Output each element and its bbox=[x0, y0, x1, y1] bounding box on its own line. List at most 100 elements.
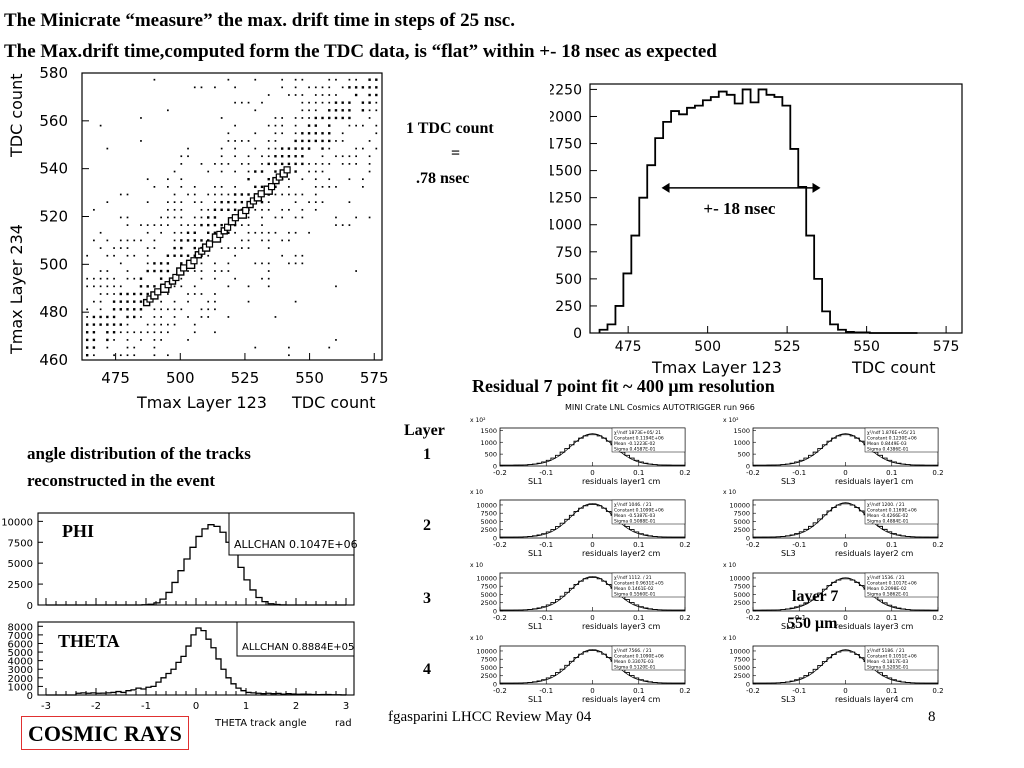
density-dot bbox=[335, 78, 337, 81]
density-dot bbox=[140, 239, 142, 242]
density-dot bbox=[160, 308, 162, 311]
density-dot bbox=[234, 124, 236, 127]
density-dot bbox=[267, 201, 270, 203]
density-dot bbox=[200, 201, 203, 203]
density-dot bbox=[146, 178, 149, 181]
density-dot bbox=[119, 292, 122, 296]
density-dot bbox=[261, 101, 263, 104]
fit-stat-line: Sigma 0.5088E-01 bbox=[614, 519, 656, 525]
density-dot bbox=[227, 200, 230, 204]
fit-stat-line: Mean -0.1817E-03 bbox=[867, 659, 908, 665]
density-dot bbox=[207, 223, 210, 227]
density-dot bbox=[341, 101, 344, 104]
density-dot bbox=[247, 239, 250, 242]
density-dot bbox=[321, 185, 324, 188]
density-dot bbox=[214, 293, 216, 295]
density-dot bbox=[254, 262, 257, 265]
density-dot bbox=[133, 331, 136, 334]
density-dot bbox=[361, 109, 365, 112]
y-tick-label: 5000 bbox=[8, 559, 33, 570]
density-dot bbox=[247, 170, 250, 173]
correlation-box bbox=[180, 264, 188, 272]
y-tick-label: 1500 bbox=[480, 427, 497, 435]
density-dot bbox=[160, 316, 162, 318]
x-tick-label: 3 bbox=[343, 701, 349, 712]
fit-stat-line: Mean -0.4266E-02 bbox=[867, 513, 908, 519]
density-dot bbox=[321, 155, 324, 158]
density-dot bbox=[368, 170, 371, 173]
density-dot bbox=[321, 201, 324, 203]
density-dot bbox=[288, 185, 290, 188]
x-tick-label: 0 bbox=[590, 541, 594, 549]
x-tick-label: -2 bbox=[91, 701, 101, 712]
density-dot bbox=[240, 193, 244, 196]
density-dot bbox=[93, 354, 95, 357]
density-dot bbox=[133, 308, 136, 311]
density-dot bbox=[274, 140, 277, 142]
density-dot bbox=[294, 86, 297, 89]
y-tick-label: 5000 bbox=[480, 664, 497, 672]
density-dot bbox=[167, 201, 169, 203]
fit-stat-line: χ²/ndf 1112. / 21 bbox=[614, 575, 652, 581]
y-tick-label: 7500 bbox=[733, 583, 750, 591]
x-tick-label: -0.2 bbox=[746, 469, 760, 477]
density-dot bbox=[200, 308, 203, 311]
x-unit-label: TDC count bbox=[291, 393, 376, 412]
density-dot bbox=[247, 224, 250, 226]
fit-stat-line: Sigma 0.5120E-01 bbox=[614, 665, 656, 671]
x-tick-label: -0.1 bbox=[539, 687, 553, 695]
density-dot bbox=[362, 178, 364, 181]
y-tick-label: 7500 bbox=[480, 583, 497, 591]
density-dot bbox=[166, 269, 170, 273]
y-tick-label: 7000 bbox=[8, 631, 33, 642]
density-dot bbox=[234, 277, 236, 280]
density-dot bbox=[187, 300, 189, 303]
density-dot bbox=[193, 331, 196, 334]
density-dot bbox=[267, 247, 270, 249]
x-tick-label: -0.2 bbox=[746, 687, 760, 695]
density-dot bbox=[200, 316, 203, 318]
fit-stat-line: Mean -0.5387E-03 bbox=[614, 513, 655, 519]
density-dot bbox=[133, 277, 136, 280]
density-dot bbox=[126, 308, 129, 311]
fit-stat-line: Constant 0.1017E+06 bbox=[867, 581, 917, 587]
y-tick-label: 0 bbox=[27, 601, 33, 612]
density-dot bbox=[308, 170, 310, 173]
density-dot bbox=[314, 178, 317, 181]
layer7-note-line1: layer 7 bbox=[792, 588, 839, 605]
density-dot bbox=[321, 116, 324, 120]
density-dot bbox=[328, 185, 331, 188]
x-tick-label: 2 bbox=[293, 701, 299, 712]
fit-stat-line: Constant 0.1051E+06 bbox=[867, 654, 917, 660]
density-dot bbox=[126, 193, 129, 196]
density-dot bbox=[281, 117, 284, 119]
density-dot bbox=[140, 316, 142, 318]
x-tick-label: -0.1 bbox=[539, 541, 553, 549]
density-dot bbox=[153, 316, 156, 318]
density-dot bbox=[140, 331, 142, 334]
y-unit-label: TDC count bbox=[7, 74, 26, 159]
density-dot bbox=[260, 170, 264, 173]
density-dot bbox=[220, 170, 223, 173]
fit-stat-line: χ²/ndf 7566. / 21 bbox=[614, 648, 652, 654]
x-tick-label: 0.1 bbox=[886, 541, 897, 549]
density-dot bbox=[267, 147, 270, 150]
density-dot bbox=[368, 86, 371, 89]
density-dot bbox=[99, 124, 102, 127]
phi-label: PHI bbox=[62, 521, 94, 541]
fit-stat-line: χ²/ndf 5186. / 21 bbox=[867, 648, 905, 654]
density-dot bbox=[281, 124, 284, 127]
x-tick-label: 0.1 bbox=[633, 541, 644, 549]
density-dot bbox=[328, 147, 331, 150]
tdc-note-line3: .78 nsec bbox=[416, 170, 470, 187]
density-dot bbox=[233, 200, 237, 204]
density-dot bbox=[261, 262, 263, 265]
density-dot bbox=[261, 277, 263, 280]
x-tick-label: 0 bbox=[590, 687, 594, 695]
y-tick-label: 2500 bbox=[480, 526, 497, 534]
y-tick-label: 1250 bbox=[550, 191, 582, 207]
density-dot bbox=[86, 285, 89, 288]
y-tick-label: 2500 bbox=[480, 599, 497, 607]
y-tick-label: 1000 bbox=[8, 682, 33, 693]
density-dot bbox=[213, 208, 217, 212]
